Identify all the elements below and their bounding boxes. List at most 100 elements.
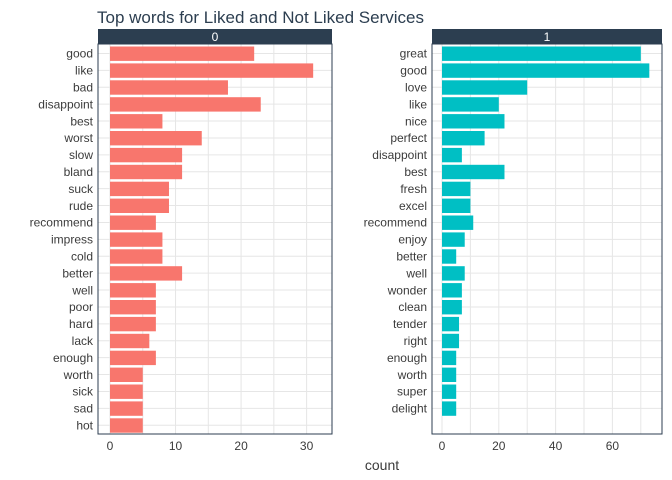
y-tick-label: disappoint <box>38 97 93 111</box>
y-tick-label: poor <box>69 300 93 314</box>
panel-border <box>431 43 663 435</box>
bar-fresh <box>442 181 471 197</box>
y-tick-label: cold <box>71 250 93 264</box>
bar-suck <box>110 181 169 197</box>
bar-excel <box>442 198 471 213</box>
bar-good <box>110 46 255 61</box>
y-tick-label: tender <box>393 317 427 331</box>
bar-best <box>442 164 505 180</box>
y-tick-label: better <box>396 250 427 264</box>
bar-right <box>442 333 460 349</box>
y-tick-label: clean <box>398 300 427 314</box>
bar-sad <box>110 401 143 416</box>
y-tick-label: nice <box>405 114 427 128</box>
bar-perfect <box>442 131 485 146</box>
bar-rude <box>110 198 169 213</box>
y-tick-label: best <box>404 165 427 179</box>
chart-title: Top words for Liked and Not Liked Servic… <box>97 8 424 27</box>
bar-slow <box>110 147 183 163</box>
bar-better <box>442 249 457 264</box>
y-tick-label: best <box>70 114 93 128</box>
bar-cold <box>110 249 163 264</box>
y-tick-label: bland <box>64 165 93 179</box>
y-tick-label: delight <box>392 402 428 416</box>
y-tick-label: wonder <box>387 283 427 297</box>
y-tick-label: rude <box>69 199 93 213</box>
y-tick-label: like <box>75 64 93 78</box>
y-tick-label: sick <box>72 385 94 399</box>
y-tick-label: lack <box>72 334 94 348</box>
bar-worth <box>442 367 457 382</box>
bar-disappoint <box>110 97 261 112</box>
bar-great <box>442 46 641 61</box>
facet-strip <box>432 29 662 44</box>
x-tick-label: 10 <box>169 439 183 453</box>
y-tick-label: fresh <box>400 182 427 196</box>
x-tick-label: 20 <box>492 439 506 453</box>
bar-bad <box>110 80 228 95</box>
y-tick-label: perfect <box>390 131 427 145</box>
facet-panels: 0 good like bad disappoint best worst slow bland… <box>30 29 663 453</box>
y-tick-label: better <box>62 266 93 280</box>
facet-panel-1: 1 great good love like nice perfect disappoint b… <box>364 29 663 453</box>
y-tick-label: well <box>71 283 93 297</box>
panel-border <box>97 43 333 435</box>
bar-tender <box>442 316 460 332</box>
bar-clean <box>442 300 462 315</box>
bar-well <box>110 283 156 298</box>
x-tick-label: 0 <box>439 439 446 453</box>
bar-enjoy <box>442 232 465 247</box>
y-tick-label: super <box>397 385 427 399</box>
facet-strip <box>98 29 332 44</box>
facet-strip-label: 0 <box>212 30 219 44</box>
x-tick-label: 0 <box>107 439 114 453</box>
bar-wonder <box>442 283 462 298</box>
bar-hard <box>110 316 156 332</box>
bar-best <box>110 114 163 129</box>
bar-enough <box>110 350 156 366</box>
y-tick-label: like <box>409 97 427 111</box>
bar-good <box>442 63 650 78</box>
y-tick-label: hot <box>76 419 93 433</box>
y-tick-label: disappoint <box>372 148 427 162</box>
bar-hot <box>110 418 143 433</box>
bar-poor <box>110 300 156 315</box>
y-tick-label: enough <box>53 351 93 365</box>
y-tick-label: impress <box>51 233 93 247</box>
facet-strip-label: 1 <box>544 30 551 44</box>
y-tick-label: slow <box>69 148 93 162</box>
y-tick-label: worst <box>63 131 93 145</box>
x-tick-label: 40 <box>549 439 563 453</box>
y-tick-label: good <box>66 47 93 61</box>
bar-love <box>442 80 528 95</box>
y-tick-label: enough <box>387 351 427 365</box>
y-tick-label: excel <box>399 199 427 213</box>
bar-delight <box>442 401 457 416</box>
y-tick-label: enjoy <box>398 233 427 247</box>
y-tick-label: love <box>405 81 427 95</box>
bar-recommend <box>442 215 474 230</box>
y-tick-label: hard <box>69 317 93 331</box>
bar-recommend <box>110 215 156 230</box>
bar-like <box>442 97 499 112</box>
bar-worst <box>110 131 202 146</box>
y-tick-label: recommend <box>364 216 427 230</box>
y-tick-label: bad <box>73 81 93 95</box>
y-tick-label: well <box>405 266 427 280</box>
bar-sick <box>110 384 143 399</box>
bar-super <box>442 384 457 399</box>
bar-enough <box>442 350 457 366</box>
facet-panel-0: 0 good like bad disappoint best worst slow bland… <box>30 29 333 453</box>
y-tick-label: sad <box>74 402 93 416</box>
bar-bland <box>110 164 183 180</box>
x-axis-title: count <box>365 457 399 473</box>
y-tick-label: good <box>400 64 427 78</box>
bar-worth <box>110 367 143 382</box>
y-tick-label: worth <box>63 368 93 382</box>
bar-better <box>110 266 183 281</box>
bar-impress <box>110 232 163 247</box>
bar-nice <box>442 114 505 129</box>
y-tick-label: worth <box>397 368 427 382</box>
bar-like <box>110 63 314 78</box>
